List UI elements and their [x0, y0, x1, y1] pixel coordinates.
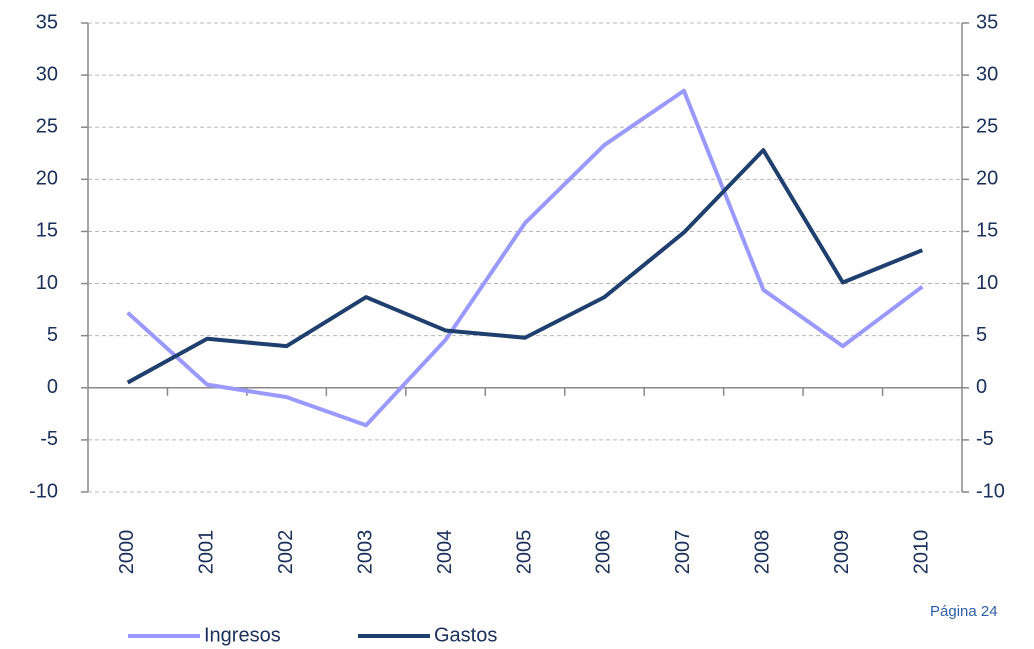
y2-tick-label: 25	[976, 116, 998, 138]
x-tick-label: 2007	[672, 530, 694, 575]
y-tick-label: 20	[36, 168, 58, 190]
y-tick-label: 0	[47, 376, 58, 398]
y-tick-label: 30	[36, 63, 58, 85]
legend-label: Gastos	[434, 624, 497, 646]
x-tick-label: 2009	[831, 530, 853, 575]
series-line	[126, 88, 924, 428]
y2-tick-label: 30	[976, 63, 998, 85]
x-tick-label: 2008	[752, 530, 774, 575]
y2-tick-label: 20	[976, 168, 998, 190]
page-number: Página 24	[930, 603, 998, 620]
y2-tick-label: -10	[976, 480, 1005, 502]
y-tick-label: -5	[40, 428, 58, 450]
y-tick-label: 15	[36, 220, 58, 242]
y-tick-label: 25	[36, 116, 58, 138]
x-tick-label: 2002	[275, 530, 297, 575]
x-tick-label: 2010	[911, 530, 933, 575]
y2-tick-label: 10	[976, 272, 998, 294]
y-tick-label: 35	[36, 11, 58, 33]
y2-tick-label: -5	[976, 428, 994, 450]
y2-tick-label: 0	[976, 376, 987, 398]
y2-tick-label: 35	[976, 11, 998, 33]
x-tick-label: 2000	[116, 530, 138, 575]
y-tick-label: 5	[47, 324, 58, 346]
x-tick-label: 2003	[354, 530, 376, 575]
y-tick-label: -10	[29, 480, 58, 502]
x-tick-label: 2006	[593, 530, 615, 575]
y2-tick-label: 5	[976, 324, 987, 346]
x-tick-label: 2001	[195, 530, 217, 575]
x-tick-label: 2005	[513, 530, 535, 575]
legend-label: Ingresos	[204, 624, 281, 646]
x-tick-label: 2004	[434, 530, 456, 575]
series-line	[126, 148, 924, 385]
y2-tick-label: 15	[976, 220, 998, 242]
y-tick-label: 10	[36, 272, 58, 294]
